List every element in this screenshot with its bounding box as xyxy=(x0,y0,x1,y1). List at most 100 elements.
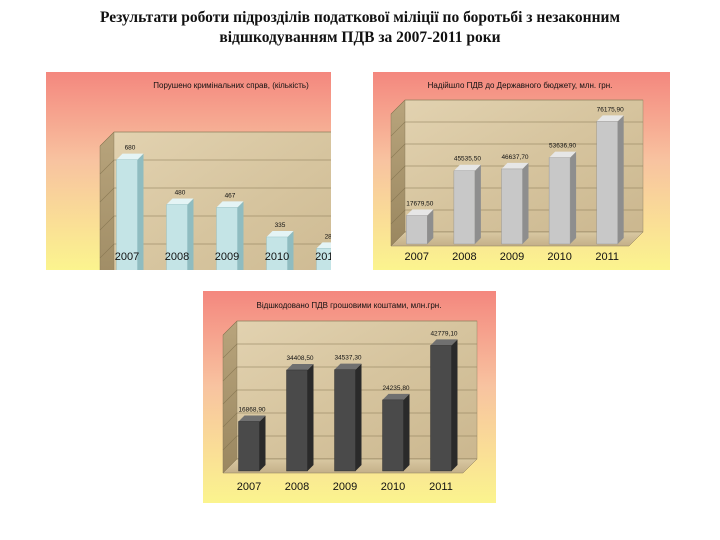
category-label: 2011 xyxy=(595,251,619,263)
chart-criminal-cases: Порушено кримінальних справ, (кількість)… xyxy=(46,72,331,270)
gridline-side xyxy=(222,435,238,451)
gridline-side xyxy=(99,215,115,231)
slide-title-line-2: відшкодуванням ПДВ за 2007-2011 роки xyxy=(219,29,501,46)
bar-side xyxy=(137,153,144,270)
bar xyxy=(286,369,308,472)
chart-title: Надійшло ПДВ до Державного бюджету, млн.… xyxy=(428,81,613,90)
bar-top xyxy=(430,339,458,346)
data-label: 680 xyxy=(125,145,136,152)
data-label: 17679,50 xyxy=(406,201,433,208)
gridline-side xyxy=(390,187,406,203)
bar xyxy=(406,215,428,245)
bar xyxy=(116,159,138,270)
bar-side xyxy=(451,339,458,471)
category-label: 2009 xyxy=(215,251,239,263)
bar xyxy=(238,421,260,472)
chart-title: Відшкодовано ПДВ грошовими коштами, млн.… xyxy=(257,301,442,310)
chart-vat-refund: Відшкодовано ПДВ грошовими коштами, млн.… xyxy=(203,291,496,503)
gridline-side xyxy=(99,159,115,175)
data-label: 34537,30 xyxy=(334,355,361,362)
gridline-side xyxy=(390,99,406,115)
bar-top xyxy=(116,153,144,160)
bar xyxy=(548,157,571,245)
slide-title-line-1: Результати роботи підрозділів податкової… xyxy=(99,9,621,26)
chart-panel-vat-budget: Надійшло ПДВ до Державного бюджету, млн.… xyxy=(373,72,670,270)
bar xyxy=(316,248,331,270)
bar-top xyxy=(166,198,194,205)
bar-side xyxy=(287,230,294,270)
bar-top xyxy=(266,230,294,237)
data-label: 45535,50 xyxy=(454,156,481,163)
bar-top xyxy=(596,115,624,122)
bar-side xyxy=(259,415,266,471)
category-label: 2008 xyxy=(285,481,309,493)
bar-top xyxy=(334,363,362,370)
category-label: 2007 xyxy=(237,481,261,493)
bar-side xyxy=(427,209,434,244)
gridline-side xyxy=(222,343,238,359)
chart-vat-budget: Надійшло ПДВ до Державного бюджету, млн.… xyxy=(373,72,670,270)
bar-top xyxy=(238,415,266,422)
bar-top xyxy=(382,393,410,400)
bar-top xyxy=(501,162,529,169)
category-label: 2007 xyxy=(115,251,139,263)
gridline-side xyxy=(222,412,238,428)
data-label: 467 xyxy=(225,192,236,199)
bar-top xyxy=(286,363,314,370)
bar-side xyxy=(403,393,410,471)
chart-side-wall xyxy=(99,131,115,270)
bar xyxy=(382,399,404,472)
category-label: 2010 xyxy=(547,251,571,263)
category-label: 2009 xyxy=(333,481,357,493)
data-label: 34408,50 xyxy=(286,355,313,362)
bar-top xyxy=(406,209,434,216)
bar xyxy=(266,236,288,270)
bar-side xyxy=(474,164,481,244)
data-label: 24235,80 xyxy=(382,385,409,392)
bar-side xyxy=(617,115,624,244)
category-label: 2008 xyxy=(452,251,476,263)
bar-top xyxy=(316,242,331,249)
gridline-side xyxy=(222,389,238,405)
bar-side xyxy=(187,198,194,270)
category-label: 2011 xyxy=(429,481,453,493)
gridline-side xyxy=(99,243,115,259)
data-label: 76175,90 xyxy=(597,106,624,113)
bar-side xyxy=(570,151,577,244)
data-label: 335 xyxy=(275,222,286,229)
category-label: 2010 xyxy=(381,481,405,493)
gridline-side xyxy=(99,187,115,203)
category-label: 2009 xyxy=(500,251,524,263)
bar-side xyxy=(307,363,314,471)
category-label: 2011 xyxy=(315,251,331,263)
bar xyxy=(216,207,238,270)
bar-top xyxy=(549,151,577,158)
bar-top xyxy=(216,201,244,208)
category-label: 2007 xyxy=(405,251,429,263)
category-label: 2010 xyxy=(265,251,289,263)
chart-title: Порушено кримінальних справ, (кількість) xyxy=(153,81,309,90)
gridline-side xyxy=(99,131,115,147)
chart-panel-criminal-cases: Порушено кримінальних справ, (кількість)… xyxy=(46,72,331,270)
gridline-side xyxy=(390,165,406,181)
data-label: 480 xyxy=(175,189,186,196)
bar-side xyxy=(522,162,529,244)
data-label: 284 xyxy=(325,233,331,240)
slide-title: Результати роботи підрозділів податкової… xyxy=(20,8,700,48)
bar xyxy=(334,369,356,472)
bar xyxy=(430,345,452,472)
gridline-side xyxy=(390,143,406,159)
bar-side xyxy=(237,201,244,270)
bar-top xyxy=(453,164,481,171)
bar xyxy=(453,170,476,245)
data-label: 42779,10 xyxy=(430,330,457,337)
data-label: 53636,90 xyxy=(549,143,576,150)
bar xyxy=(501,168,523,245)
data-label: 46637,70 xyxy=(501,154,528,161)
chart-panel-vat-refund: Відшкодовано ПДВ грошовими коштами, млн.… xyxy=(203,291,496,503)
gridline-side xyxy=(222,366,238,382)
gridline-side xyxy=(390,209,406,225)
gridline-side xyxy=(222,320,238,336)
category-label: 2008 xyxy=(165,251,189,263)
data-label: 16868,90 xyxy=(238,406,265,413)
